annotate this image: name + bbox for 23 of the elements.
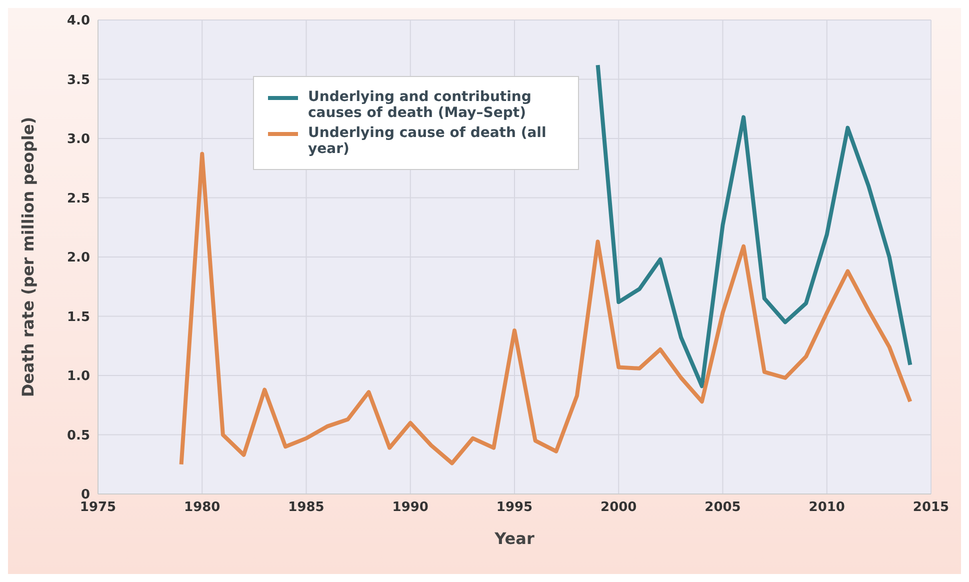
y-tick-label: 1.0 — [66, 369, 90, 384]
x-axis-title: Year — [494, 529, 534, 548]
line-series — [596, 63, 912, 388]
y-tick-label: 3.0 — [66, 132, 90, 148]
y-axis-title: Death rate (per million people) — [18, 116, 38, 398]
y-tick-label: 2.0 — [66, 250, 90, 266]
y-tick-label: 4.0 — [66, 14, 90, 29]
y-tick-label: 1.5 — [66, 310, 90, 325]
x-tick-label: 2005 — [704, 500, 741, 516]
legend-label: Underlying and contributing causes of death (May–Sept) — [308, 89, 532, 121]
x-tick-label: 1980 — [184, 500, 220, 516]
legend-label: Underlying cause of death (all year) — [308, 125, 548, 157]
x-tick-label: 2000 — [600, 500, 637, 516]
x-tick-label: 1975 — [80, 500, 116, 516]
y-tick-label: 2.5 — [66, 191, 90, 206]
x-tick-label: 1995 — [496, 500, 533, 516]
x-tick-label: 2010 — [808, 500, 845, 516]
y-tick-label: 0 — [80, 488, 90, 503]
x-tick-label: 1990 — [392, 500, 428, 516]
y-tick-label: 0.5 — [66, 428, 90, 444]
x-tick-label: 2015 — [912, 500, 950, 516]
y-tick-label: 3.5 — [66, 72, 90, 88]
x-tick-label: 1985 — [288, 500, 324, 516]
